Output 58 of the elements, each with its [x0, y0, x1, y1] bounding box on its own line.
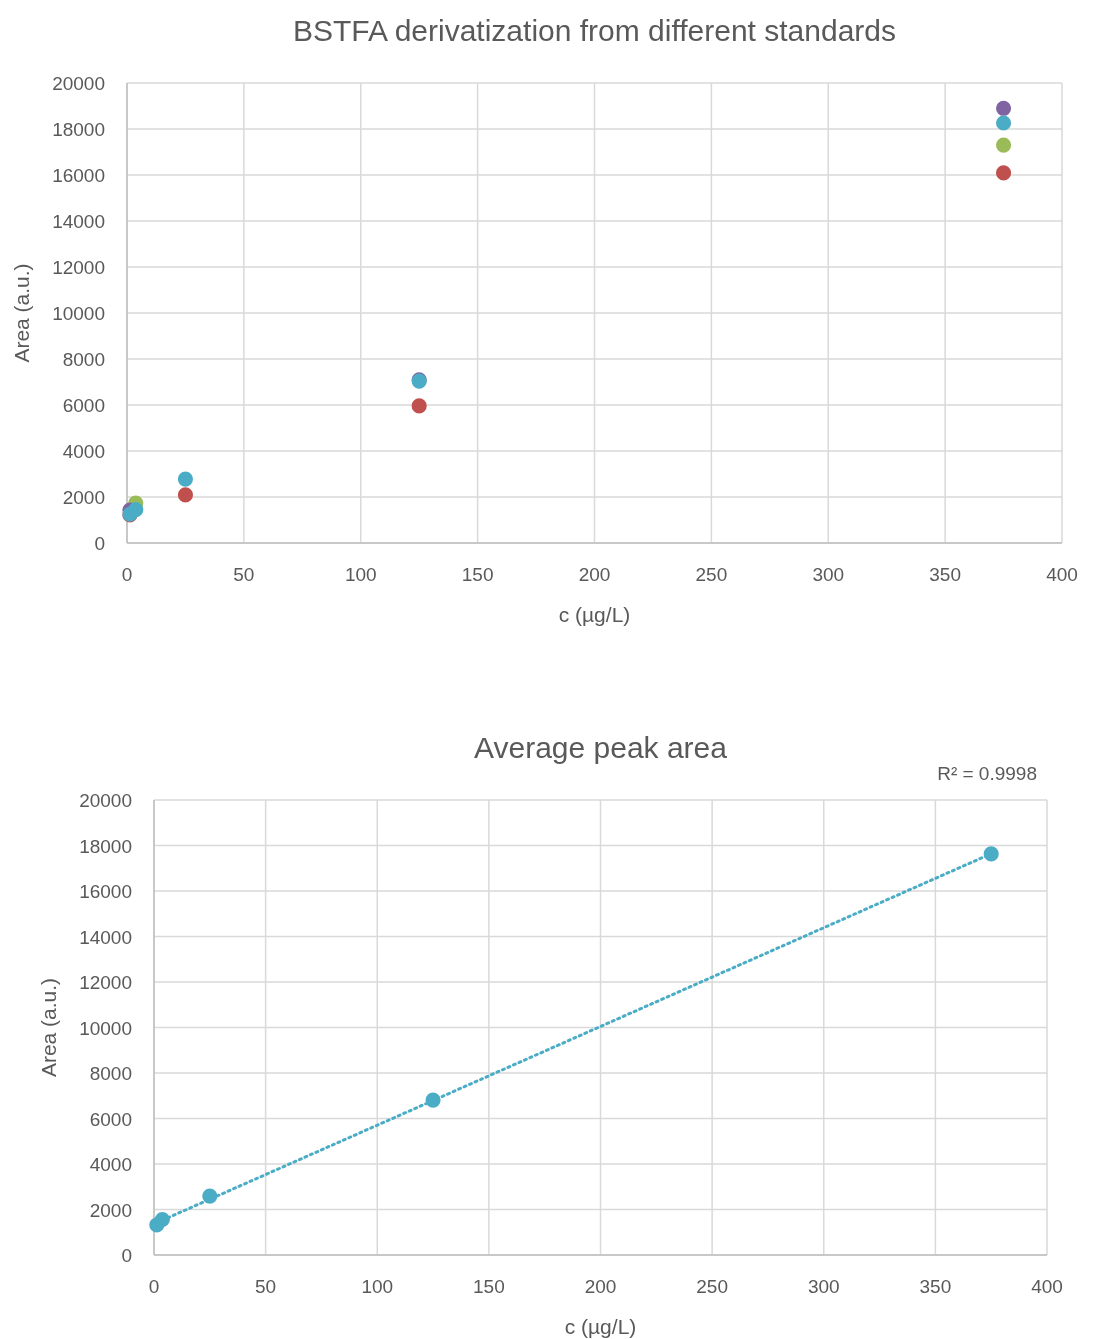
y-tick-label: 0	[94, 533, 105, 554]
y-tick-label: 2000	[62, 487, 105, 508]
point	[983, 846, 999, 862]
y-tick-label: 8000	[62, 349, 105, 370]
y-tick-label: 18000	[79, 835, 132, 857]
y-tick-label: 20000	[79, 790, 132, 811]
x-tick-label: 150	[461, 564, 494, 585]
y-tick-label: 10000	[79, 1017, 132, 1039]
x-tick-label: 50	[233, 564, 255, 585]
y-tick-label: 4000	[89, 1154, 132, 1175]
point	[128, 502, 144, 518]
x-tick-label: 50	[255, 1276, 277, 1297]
chart-title: BSTFA derivatization from different standards	[292, 14, 897, 47]
y-tick-label: 6000	[62, 395, 105, 416]
x-tick-label: 200	[584, 1276, 617, 1297]
y-axis-title: Area (a.u.)	[37, 977, 60, 1078]
x-tick-label: 400	[1046, 564, 1078, 585]
x-tick-label: 0	[148, 1276, 160, 1297]
chart-title: Average peak area	[474, 731, 728, 764]
point	[154, 1211, 170, 1228]
point	[995, 115, 1012, 131]
point	[425, 1092, 441, 1108]
y-tick-label: 14000	[79, 926, 132, 948]
x-axis-title: c (µg/L)	[564, 1315, 637, 1338]
point	[202, 1188, 218, 1204]
x-tick-label: 350	[929, 564, 961, 585]
point	[995, 100, 1012, 116]
y-tick-label: 2000	[89, 1199, 132, 1221]
x-tick-label: 100	[361, 1276, 394, 1297]
y-tick-label: 14000	[52, 211, 105, 232]
x-tick-label: 250	[695, 564, 728, 585]
y-tick-label: 0	[121, 1245, 132, 1266]
x-tick-label: 400	[1031, 1276, 1063, 1297]
y-tick-label: 10000	[52, 303, 105, 324]
x-tick-label: 350	[919, 1276, 952, 1297]
x-axis-title: c (µg/L)	[558, 603, 631, 626]
x-tick-label: 200	[578, 564, 611, 585]
y-tick-label: 20000	[52, 73, 105, 94]
point	[995, 165, 1012, 181]
x-tick-label: 300	[812, 564, 845, 585]
point	[411, 398, 427, 414]
y-tick-label: 6000	[89, 1108, 132, 1130]
y-tick-label: 16000	[52, 165, 105, 186]
point	[177, 471, 194, 487]
y-tick-label: 8000	[89, 1063, 132, 1084]
x-tick-label: 300	[807, 1276, 840, 1297]
y-tick-label: 16000	[79, 881, 132, 902]
point	[995, 137, 1012, 153]
y-tick-label: 4000	[62, 441, 105, 462]
x-tick-label: 250	[696, 1276, 728, 1297]
x-tick-label: 150	[473, 1276, 505, 1297]
text: R² = 0.9998	[937, 763, 1037, 784]
x-tick-label: 100	[344, 564, 377, 585]
y-tick-label: 18000	[52, 119, 105, 140]
point	[177, 487, 194, 503]
y-axis-title: Area (a.u.)	[10, 263, 33, 363]
y-tick-label: 12000	[52, 257, 105, 278]
y-tick-label: 12000	[79, 972, 132, 993]
